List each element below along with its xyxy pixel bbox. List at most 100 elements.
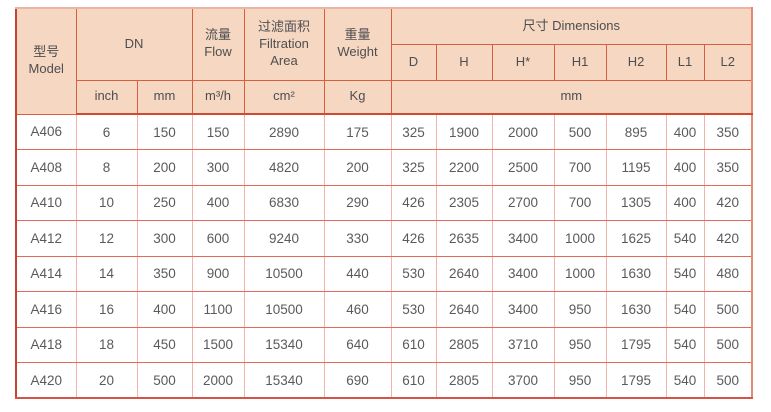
value-cell: 2305 [435,184,493,221]
col-header-filtration-area: 过滤面积 Filtration Area [243,7,325,81]
value-cell: 2805 [435,362,493,399]
value-cell: 400 [665,113,705,150]
value-cell: 16 [75,291,138,328]
value-cell: 426 [390,220,437,257]
value-cell: 290 [323,184,392,221]
value-cell: 400 [191,184,245,221]
col-header-dimensions: 尺寸 Dimensions [390,7,753,45]
value-cell: 400 [665,184,705,221]
value-cell: 300 [136,220,193,257]
value-cell: 350 [703,149,753,186]
model-cell: A414 [15,255,77,292]
unit-weight: Kg [323,79,392,115]
value-cell: 200 [136,149,193,186]
value-cell: 10500 [243,291,325,328]
col-header-weight: 重量 Weight [323,7,392,81]
value-cell: 690 [323,362,392,399]
value-cell: 1630 [605,255,667,292]
value-cell: 250 [136,184,193,221]
col-header-d: D [390,43,437,81]
table-row: A420 20 500 2000 15340 690 610 2805 3700 950 1795 5… [15,362,753,399]
value-cell: 500 [703,326,753,363]
value-cell: 1500 [191,326,245,363]
header-row-1: 型号 Model DN 流量 Flow 过滤面积 Filtration Area… [15,7,753,115]
col-header-h2: H2 [605,43,667,81]
model-cell: A410 [15,184,77,221]
value-cell: 1630 [605,291,667,328]
value-cell: 480 [703,255,753,292]
value-cell: 3400 [491,255,555,292]
value-cell: 2000 [491,113,555,150]
value-cell: 420 [703,184,753,221]
value-cell: 3710 [491,326,555,363]
table-row: A406 6 150 150 2890 175 325 1900 2000 500 895 400 35… [15,113,753,150]
table-row: A408 8 200 300 4820 200 325 2200 2500 700 1195 400 3… [15,149,753,186]
value-cell: 4820 [243,149,325,186]
value-cell: 2700 [491,184,555,221]
value-cell: 10 [75,184,138,221]
value-cell: 6830 [243,184,325,221]
value-cell: 950 [553,291,607,328]
col-header-dn: DN [75,7,193,81]
col-header-h: H [435,43,493,81]
value-cell: 20 [75,362,138,399]
unit-dimensions-mm: mm [390,79,753,115]
table-row: A418 18 450 1500 15340 640 610 2805 3710 950 1795 5… [15,326,753,363]
value-cell: 150 [191,113,245,150]
value-cell: 540 [665,255,705,292]
value-cell: 540 [665,291,705,328]
value-cell: 6 [75,113,138,150]
unit-area: cm² [243,79,325,115]
table-header: 型号 Model DN 流量 Flow 过滤面积 Filtration Area… [15,7,753,115]
header-row-units: inch mm m³/h cm² Kg mm [16,79,753,115]
value-cell: 15340 [243,326,325,363]
value-cell: 500 [703,291,753,328]
value-cell: 426 [390,184,437,221]
value-cell: 900 [191,255,245,292]
value-cell: 530 [390,255,437,292]
unit-mm: mm [136,79,193,115]
value-cell: 2500 [491,149,555,186]
value-cell: 500 [703,362,753,399]
value-cell: 1625 [605,220,667,257]
value-cell: 610 [390,326,437,363]
model-label-zh: 型号 [33,44,60,60]
spec-table-body: A406 6 150 150 2890 175 325 1900 2000 500 895 400 35… [15,113,753,399]
col-header-l2: L2 [703,43,753,81]
value-cell: 1795 [605,362,667,399]
value-cell: 15340 [243,362,325,399]
value-cell: 3700 [491,362,555,399]
model-label-en: Model [28,61,64,77]
value-cell: 12 [75,220,138,257]
value-cell: 150 [136,113,193,150]
value-cell: 600 [191,220,245,257]
value-cell: 400 [136,291,193,328]
value-cell: 530 [390,291,437,328]
value-cell: 440 [323,255,392,292]
filtration-label-zh: 过滤面积 [257,18,310,34]
value-cell: 1000 [553,255,607,292]
value-cell: 9240 [243,220,325,257]
value-cell: 700 [553,149,607,186]
value-cell: 2890 [243,113,325,150]
value-cell: 2635 [435,220,493,257]
value-cell: 2805 [435,326,493,363]
value-cell: 500 [553,113,607,150]
value-cell: 350 [703,113,753,150]
value-cell: 18 [75,326,138,363]
value-cell: 300 [191,149,245,186]
value-cell: 640 [323,326,392,363]
value-cell: 1795 [605,326,667,363]
value-cell: 330 [323,220,392,257]
value-cell: 700 [553,184,607,221]
filtration-label-en2: Area [270,52,298,68]
value-cell: 540 [665,362,705,399]
value-cell: 2200 [435,149,493,186]
model-cell: A416 [15,291,77,328]
value-cell: 14 [75,255,138,292]
flow-label-en: Flow [204,44,232,60]
value-cell: 1000 [553,220,607,257]
value-cell: 2640 [435,291,493,328]
value-cell: 1195 [605,149,667,186]
table-row: A416 16 400 1100 10500 460 530 2640 3400 950 1630 5… [15,291,753,328]
